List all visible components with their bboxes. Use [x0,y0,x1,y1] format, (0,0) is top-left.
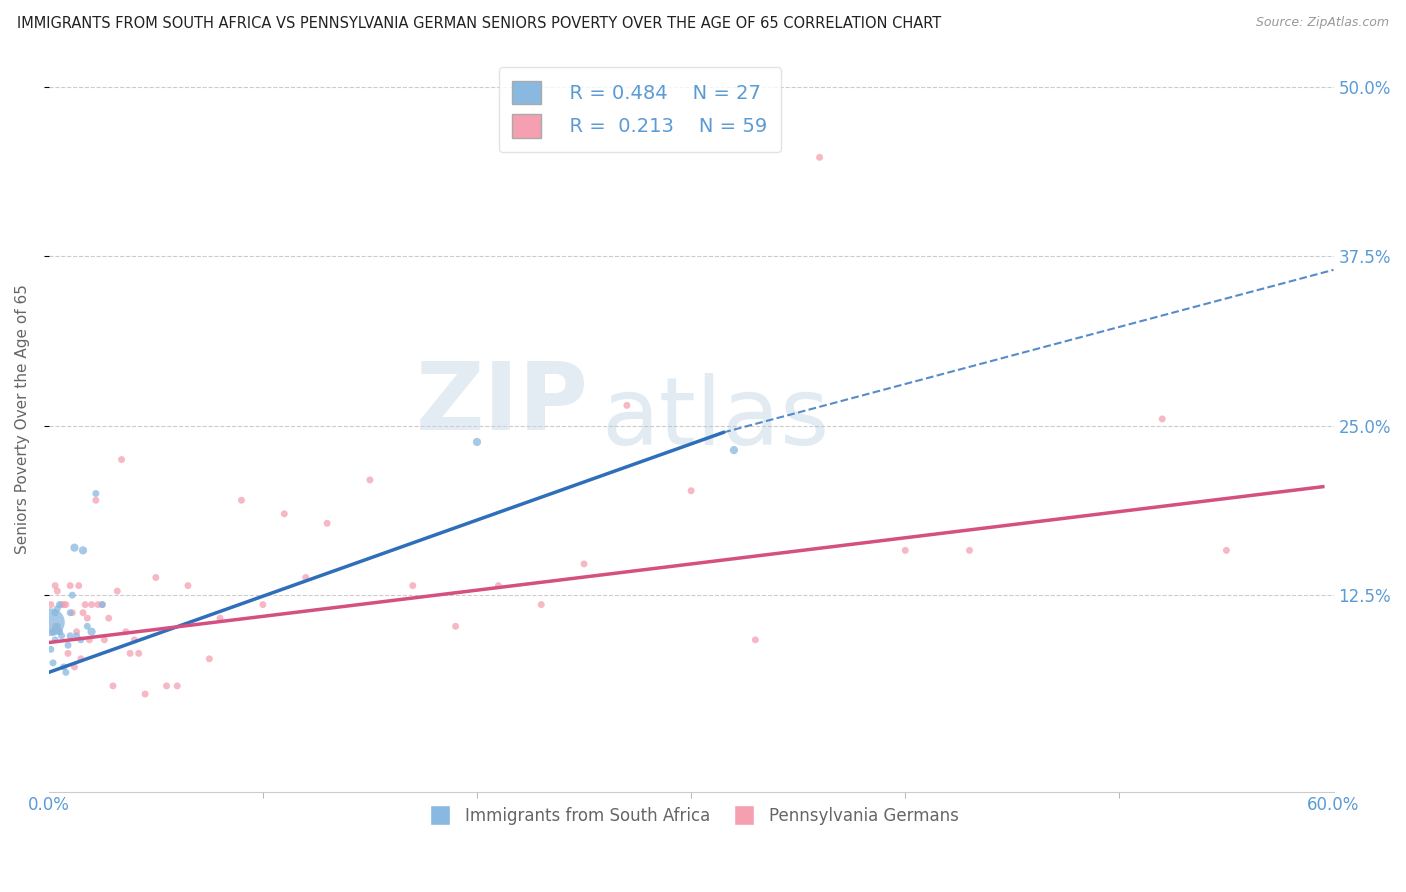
Text: Source: ZipAtlas.com: Source: ZipAtlas.com [1256,16,1389,29]
Point [128,646,150,660]
Point [273,507,295,521]
Point [46,584,69,599]
Point [134,687,156,701]
Point [65,629,87,643]
Point [51,629,73,643]
Point [93,632,115,647]
Point [681,483,703,498]
Point [252,598,274,612]
Point [231,493,253,508]
Point [46,601,69,615]
Point [894,543,917,558]
Point [359,473,381,487]
Point [65,624,87,639]
Point [91,598,114,612]
Point [80,624,103,639]
Point [79,632,101,647]
Point [72,606,94,620]
Point [70,652,93,666]
Point [39,642,62,657]
Point [39,598,62,612]
Point [48,624,70,639]
Point [959,543,981,558]
Point [572,557,595,571]
Point [402,579,425,593]
Point [114,624,136,639]
Point [198,652,221,666]
Point [84,493,107,508]
Point [52,660,75,674]
Point [444,619,467,633]
Point [44,632,66,647]
Point [744,632,766,647]
Point [72,543,94,558]
Point [55,665,77,680]
Point [63,541,86,555]
Point [177,579,200,593]
Y-axis label: Seniors Poverty Over the Age of 65: Seniors Poverty Over the Age of 65 [15,284,30,554]
Point [56,638,79,652]
Point [59,629,82,643]
Point [155,679,177,693]
Point [76,619,98,633]
Point [55,598,77,612]
Text: atlas: atlas [602,373,830,465]
Point [91,598,114,612]
Point [101,679,124,693]
Point [616,398,638,412]
Point [44,579,66,593]
Point [530,598,553,612]
Point [52,598,75,612]
Point [60,588,83,602]
Point [97,611,120,625]
Point [316,516,339,531]
Point [80,598,103,612]
Point [723,443,745,458]
Point [1215,543,1237,558]
Point [67,579,90,593]
Point [145,570,167,584]
Point [120,646,142,660]
Point [110,452,132,467]
Point [46,619,69,633]
Point [76,611,98,625]
Point [48,624,70,639]
Text: IMMIGRANTS FROM SOUTH AFRICA VS PENNSYLVANIA GERMAN SENIORS POVERTY OVER THE AGE: IMMIGRANTS FROM SOUTH AFRICA VS PENNSYLV… [17,16,941,31]
Point [808,150,831,164]
Point [1152,412,1174,426]
Point [51,598,73,612]
Point [486,579,509,593]
Point [60,606,83,620]
Point [84,486,107,500]
Point [59,606,82,620]
Point [209,611,232,625]
Point [75,598,97,612]
Point [44,619,66,633]
Point [44,606,66,620]
Point [294,570,316,584]
Legend: Immigrants from South Africa, Pennsylvania Germans: Immigrants from South Africa, Pennsylvan… [418,800,966,831]
Text: ZIP: ZIP [416,358,588,450]
Point [87,598,110,612]
Point [42,624,65,639]
Point [70,632,93,647]
Point [42,656,65,670]
Point [42,624,65,639]
Point [48,598,70,612]
Point [124,632,146,647]
Point [166,679,188,693]
Point [56,646,79,660]
Point [39,615,62,630]
Point [105,584,128,599]
Point [63,660,86,674]
Point [465,434,488,449]
Point [59,579,82,593]
